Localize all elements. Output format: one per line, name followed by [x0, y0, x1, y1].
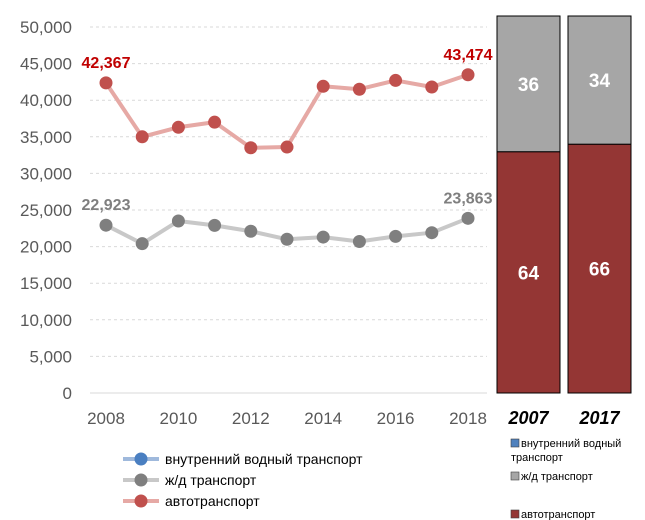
y-tick-label: 45,000 — [20, 55, 72, 74]
legend-swatch — [510, 509, 520, 519]
y-tick-label: 30,000 — [20, 164, 72, 183]
legend-label: внутренний водный транспорт — [165, 451, 363, 467]
data-point — [425, 226, 439, 240]
data-point — [461, 211, 475, 225]
bar-value-label: 66 — [589, 260, 610, 281]
legend-label: автотранспорт — [521, 509, 595, 520]
data-point — [425, 80, 439, 94]
legend-label: транспорт — [511, 452, 563, 464]
legend-marker — [134, 452, 148, 466]
data-point — [280, 232, 294, 246]
data-point — [135, 237, 149, 251]
data-point — [208, 115, 222, 129]
data-point — [352, 82, 366, 96]
data-point — [316, 230, 330, 244]
bar-value-label: 64 — [518, 263, 540, 284]
legend-item-автотранспорт: автотранспорт — [510, 509, 595, 520]
y-tick-label: 0 — [63, 384, 72, 403]
data-point — [280, 140, 294, 154]
series-автотранспорт: 42,367 43,474 — [82, 47, 493, 155]
legend-label: автотранспорт — [165, 493, 260, 509]
data-point — [461, 68, 475, 82]
y-tick-label: 5,000 — [29, 347, 72, 366]
bar-segment-ж-д-транспорт — [496, 15, 561, 153]
series-line — [104, 72, 469, 150]
series-ж-д-транспорт: 22,923 23,863 — [82, 190, 493, 251]
legend-label: внутренний водный — [521, 438, 621, 450]
y-tick-label: 10,000 — [20, 311, 72, 330]
y-tick-label: 35,000 — [20, 128, 72, 147]
legend-swatch — [510, 471, 520, 481]
x-tick-label: 2008 — [87, 409, 125, 428]
legend-item-внутренний-водный-транспорт: внутренний водный транспорт — [123, 451, 363, 467]
data-point — [316, 79, 330, 93]
bar-chart-legend: внутренний водный транспорт ж/д транспорт а… — [510, 438, 621, 520]
legend-swatch — [510, 438, 520, 448]
line-chart-legend: внутренний водный транспорт ж/д транспорт… — [123, 451, 363, 509]
y-tick-label: 20,000 — [20, 238, 72, 257]
legend-item-ж-д-транспорт: ж/д транспорт — [123, 472, 257, 488]
data-point — [244, 224, 258, 238]
line-chart: 0 5,000 10,000 15,000 20,000 25,000 30,000 35,0… — [20, 18, 493, 428]
y-tick-label: 50,000 — [20, 18, 72, 37]
x-category-label: 2017 — [578, 408, 620, 428]
legend-item-ж-д-транспорт: ж/д транспорт — [510, 471, 593, 483]
data-label: 43,474 — [444, 47, 493, 64]
legend-marker — [134, 473, 148, 487]
data-point — [389, 229, 403, 243]
bar-value-label: 34 — [589, 71, 611, 92]
data-point — [171, 214, 185, 228]
data-label: 23,863 — [444, 190, 493, 207]
data-point — [352, 234, 366, 248]
y-tick-label: 40,000 — [20, 91, 72, 110]
data-point — [135, 130, 149, 144]
data-point — [389, 73, 403, 87]
data-point — [99, 218, 113, 232]
bar-value-label: 36 — [518, 75, 539, 96]
legend-label: ж/д транспорт — [521, 471, 593, 483]
x-category-label: 2007 — [507, 408, 549, 428]
data-point — [208, 218, 222, 232]
bar-segment-ж-д-транспорт — [567, 15, 632, 145]
data-point — [99, 76, 113, 90]
x-tick-label: 2018 — [449, 409, 487, 428]
y-tick-label: 15,000 — [20, 274, 72, 293]
data-label: 22,923 — [82, 197, 131, 214]
data-point — [244, 141, 258, 155]
x-tick-label: 2012 — [232, 409, 270, 428]
legend-label: ж/д транспорт — [165, 472, 257, 488]
legend-item-автотранспорт: автотранспорт — [123, 493, 260, 509]
legend-marker — [134, 494, 148, 508]
x-tick-label: 2014 — [304, 409, 342, 428]
legend-item-внутренний-водный-транспорт: внутренний водный транспорт — [510, 438, 621, 464]
x-tick-label: 2016 — [377, 409, 415, 428]
stacked-bar-chart: 64 36 2007 66 34 2017 — [496, 15, 632, 428]
data-label: 42,367 — [82, 55, 131, 72]
bar-segment-автотранспорт — [496, 151, 561, 394]
y-tick-label: 25,000 — [20, 201, 72, 220]
x-tick-label: 2010 — [159, 409, 197, 428]
data-point — [171, 120, 185, 134]
